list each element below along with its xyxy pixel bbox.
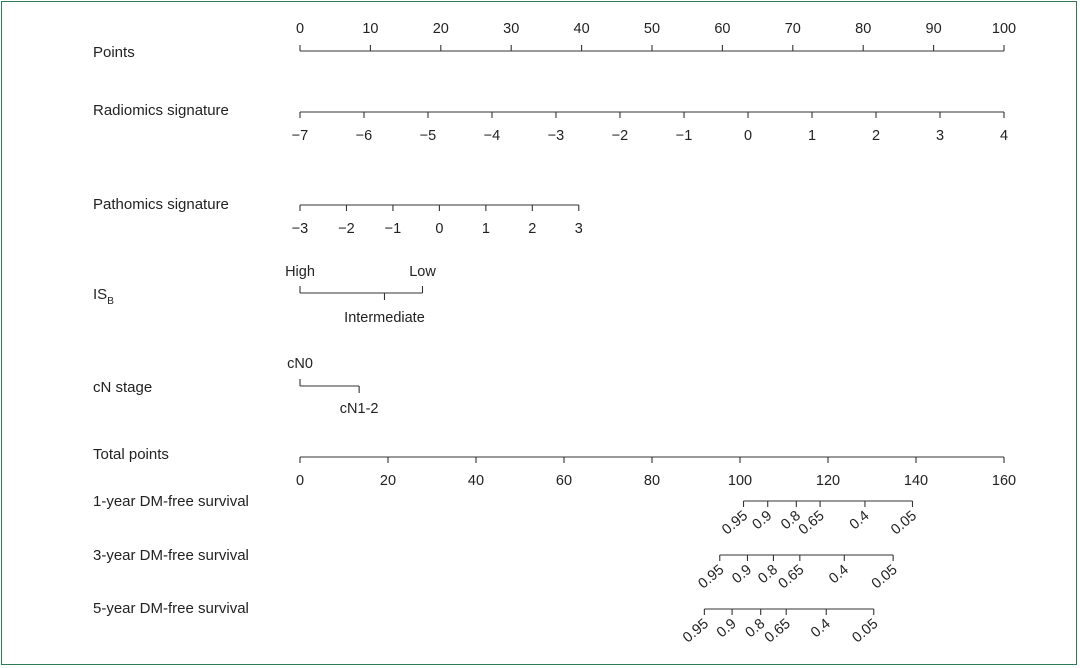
tick-label: 20 (433, 21, 449, 37)
tick-label: 0.9 (714, 616, 740, 641)
tick-label: 140 (904, 473, 928, 489)
tick-label: −7 (292, 128, 309, 144)
tick-label: 90 (926, 21, 942, 37)
tick-label: 0.05 (888, 508, 920, 538)
tick-label: −2 (338, 221, 355, 237)
row-label-pathomics: Pathomics signature (93, 196, 229, 213)
tick-label: 100 (728, 473, 752, 489)
tick-label: −3 (292, 221, 309, 237)
tick-label: 70 (785, 21, 801, 37)
row-total: Total points 0 20 40 60 80 100 120 140 160 (93, 446, 1016, 489)
row-label-total: Total points (93, 446, 169, 463)
tick-label: 120 (816, 473, 840, 489)
tick-label: 0.95 (695, 562, 727, 592)
tick-label: 0.4 (826, 562, 852, 587)
tick-label: 3 (936, 128, 944, 144)
tick-label: 60 (556, 473, 572, 489)
row-points: Points 0 10 20 30 40 50 60 70 80 90 100 (93, 21, 1016, 61)
tick-label: 2 (872, 128, 880, 144)
tick-label: 0.95 (719, 508, 751, 538)
tick-label: 0.4 (808, 616, 834, 641)
tick-label: 0.65 (775, 562, 807, 592)
row-label-points: Points (93, 44, 135, 61)
tick-label: 40 (468, 473, 484, 489)
tick-label: 0.65 (796, 508, 828, 538)
tick-label: 100 (992, 21, 1016, 37)
row-label-surv3: 3-year DM-free survival (93, 547, 249, 564)
tick-label: 80 (644, 473, 660, 489)
tick-label: 0 (296, 473, 304, 489)
row-cn: cN stage cN0 cN1-2 (93, 356, 378, 417)
tick-label: −3 (548, 128, 565, 144)
row-label-surv1: 1-year DM-free survival (93, 493, 249, 510)
tick-label: 80 (855, 21, 871, 37)
tick-label: 160 (992, 473, 1016, 489)
tick-label: 0.05 (849, 616, 881, 646)
tick-label: 0.4 (847, 508, 873, 533)
tick-label: 4 (1000, 128, 1008, 144)
tick-label: 3 (575, 221, 583, 237)
tick-label: 0.65 (762, 616, 794, 646)
tick-label: 0 (744, 128, 752, 144)
tick-label: 0 (435, 221, 443, 237)
tick-label: cN0 (287, 356, 313, 372)
tick-label: 0.9 (750, 508, 776, 533)
tick-label: 1 (808, 128, 816, 144)
tick-label: 0 (296, 21, 304, 37)
tick-label: High (285, 264, 315, 280)
tick-label: 0.95 (680, 616, 712, 646)
row-label-radiomics: Radiomics signature (93, 102, 229, 119)
row-radiomics: Radiomics signature −7 −6 −5 −4 −3 −2 −1 0 1 2 3 4 (93, 102, 1008, 144)
tick-label: 2 (528, 221, 536, 237)
tick-label: −4 (484, 128, 501, 144)
row-isb: ISB High Intermediate Low (93, 264, 436, 326)
tick-label: −1 (385, 221, 402, 237)
tick-label: Low (409, 264, 436, 280)
row-label-cn: cN stage (93, 379, 152, 396)
tick-label: cN1-2 (340, 401, 379, 417)
tick-label: 60 (714, 21, 730, 37)
tick-label: 30 (503, 21, 519, 37)
tick-label: 1 (482, 221, 490, 237)
tick-label: −5 (420, 128, 437, 144)
row-label-subscript: B (107, 296, 114, 307)
row-pathomics: Pathomics signature −3 −2 −1 0 1 2 3 (93, 196, 583, 237)
row-label-isb: ISB (93, 286, 114, 307)
tick-label: Intermediate (344, 310, 425, 326)
tick-label: 50 (644, 21, 660, 37)
row-label-surv5: 5-year DM-free survival (93, 600, 249, 617)
tick-label: 10 (362, 21, 378, 37)
tick-label: −6 (356, 128, 373, 144)
tick-label: −2 (612, 128, 629, 144)
tick-label: −1 (676, 128, 693, 144)
tick-label: 0.05 (869, 562, 901, 592)
tick-label: 20 (380, 473, 396, 489)
tick-label: 40 (574, 21, 590, 37)
tick-label: 0.9 (729, 562, 755, 587)
